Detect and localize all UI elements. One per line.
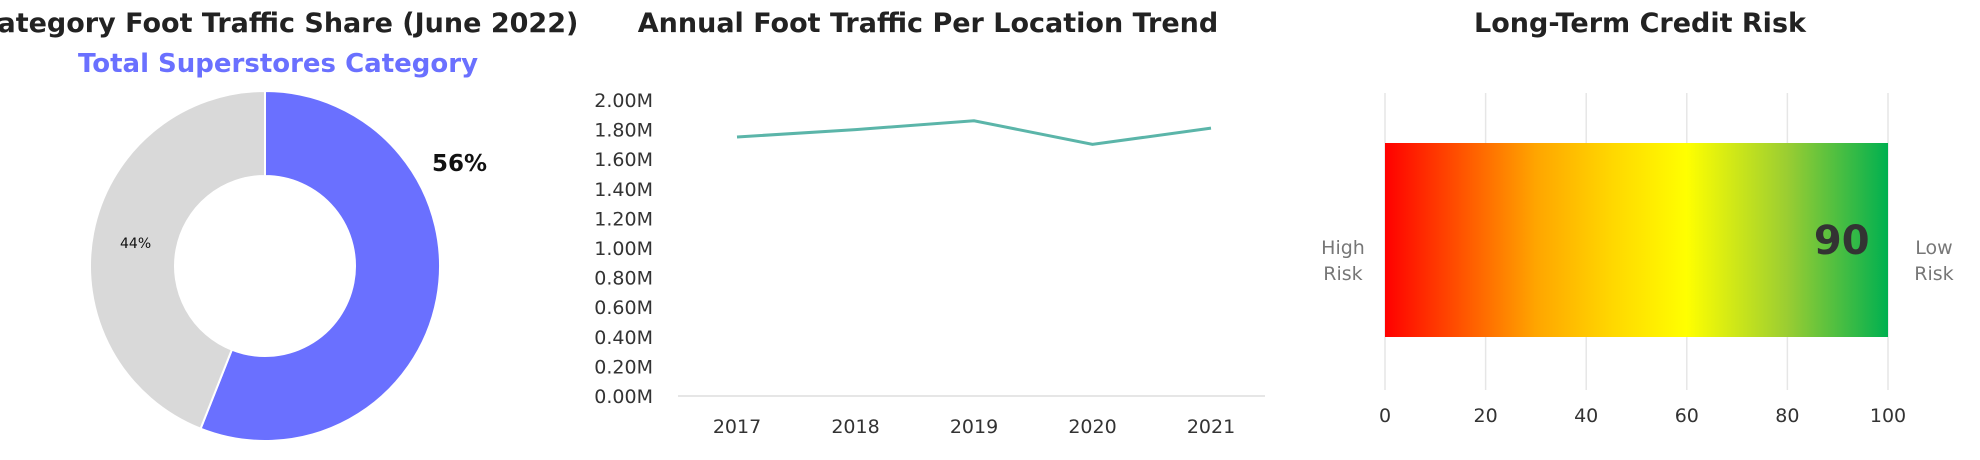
line-y-tick: 0.20M	[594, 356, 653, 378]
donut-slice-1	[88, 89, 266, 431]
line-y-tick: 0.80M	[594, 268, 653, 290]
gauge-x-tick: 40	[1574, 405, 1598, 427]
line-x-tick: 2020	[1068, 416, 1116, 438]
line-y-tick: 1.60M	[594, 149, 653, 171]
donut-title: Category Foot Traffic Share (June 2022)	[0, 8, 578, 39]
gauge-left-label-line2: Risk	[1323, 263, 1362, 285]
line-y-tick: 0.40M	[594, 327, 653, 349]
gauge-x-tick: 100	[1870, 405, 1906, 427]
gauge-left-label-line1: High	[1321, 237, 1365, 259]
gauge-x-tick: 80	[1775, 405, 1799, 427]
line-y-tick: 1.40M	[594, 179, 653, 201]
donut-slices	[88, 89, 441, 442]
line-y-tick: 1.20M	[594, 208, 653, 230]
gauge-x-tick: 60	[1675, 405, 1699, 427]
line-title: Annual Foot Traffic Per Location Trend	[638, 8, 1218, 39]
donut-subtitle: Total Superstores Category	[78, 49, 478, 79]
line-y-tick: 1.00M	[594, 238, 653, 260]
gauge-x-ticks: 0 20 40 60 80 100	[1379, 405, 1906, 427]
line-y-tick: 2.00M	[594, 90, 653, 112]
line-x-tick: 2018	[831, 416, 879, 438]
line-y-tick: 0.60M	[594, 297, 653, 319]
gauge-right-label-line2: Risk	[1914, 263, 1953, 285]
line-y-tick: 1.80M	[594, 120, 653, 142]
gauge-x-tick: 0	[1379, 405, 1391, 427]
line-y-ticks: 0.00M 0.20M 0.40M 0.60M 0.80M 1.00M 1.20M 1.40M…	[594, 90, 653, 408]
line-series-0	[736, 119, 1212, 146]
donut-slice-0	[199, 89, 441, 442]
line-y-tick: 0.00M	[594, 386, 653, 408]
gauge-x-tick: 20	[1474, 405, 1498, 427]
donut-panel: Category Foot Traffic Share (June 2022) …	[0, 8, 578, 442]
donut-label-rest: 44%	[120, 236, 151, 252]
gauge-bar	[1385, 143, 1888, 337]
donut-label-primary: 56%	[432, 151, 487, 177]
line-panel: Annual Foot Traffic Per Location Trend 0…	[594, 8, 1265, 438]
line-x-ticks: 2017 2018 2019 2020 2021	[713, 416, 1235, 438]
gauge-title: Long-Term Credit Risk	[1474, 8, 1807, 39]
line-x-tick: 2017	[713, 416, 761, 438]
gauge-right-label-line1: Low	[1915, 237, 1952, 259]
line-x-tick: 2021	[1187, 416, 1235, 438]
gauge-value-label: 90	[1814, 218, 1870, 264]
line-x-tick: 2019	[950, 416, 998, 438]
gauge-panel: Long-Term Credit Risk 0 20 40 60 80 100 High …	[1321, 8, 1954, 427]
